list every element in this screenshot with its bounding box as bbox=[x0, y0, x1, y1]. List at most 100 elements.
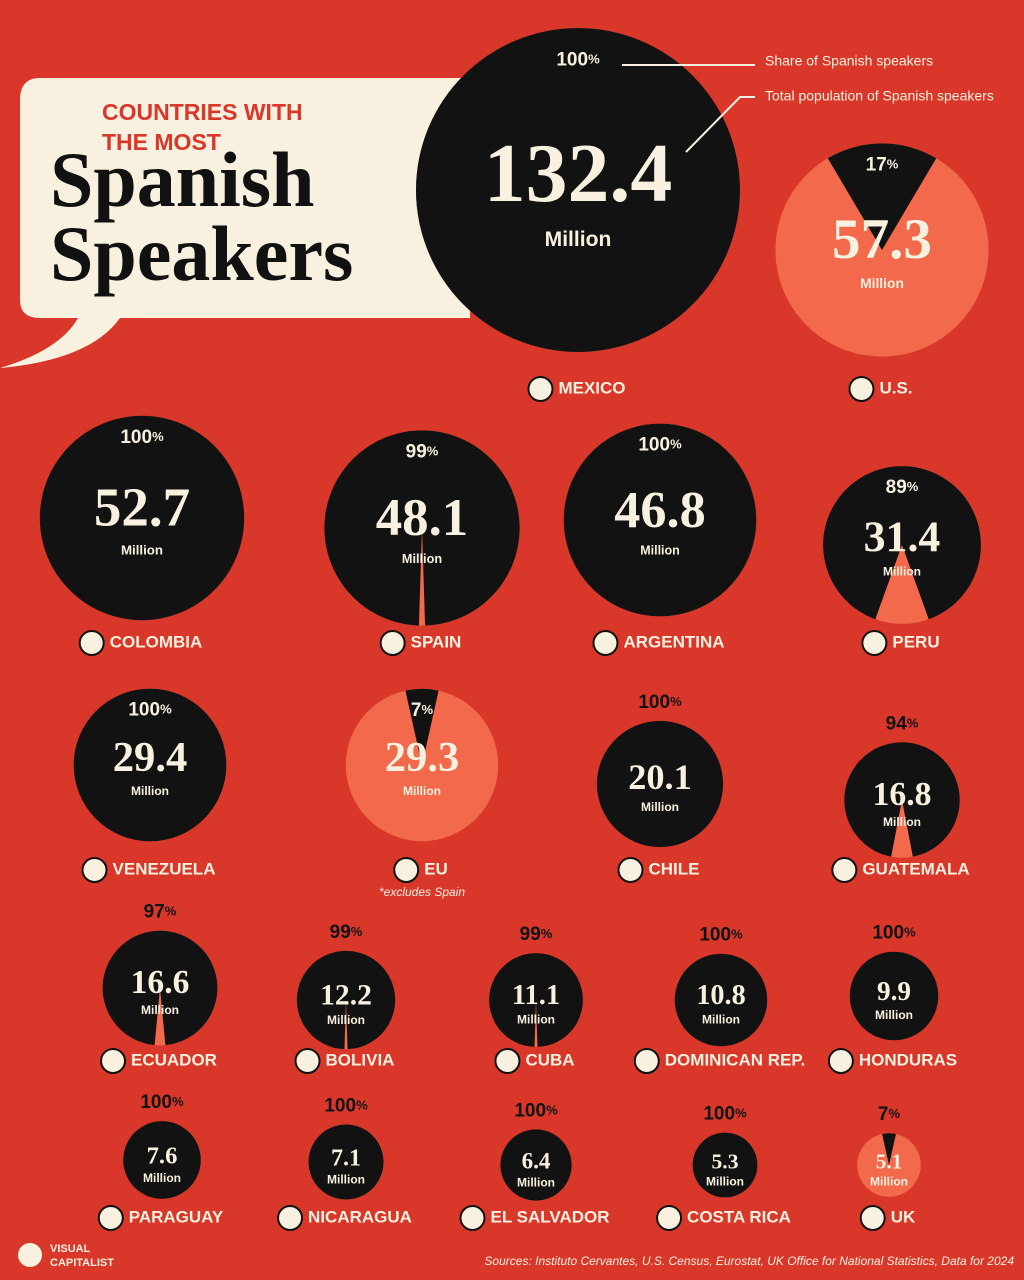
share-label: 100% bbox=[872, 923, 916, 944]
population-label: 52.7 bbox=[94, 477, 190, 538]
share-label: 100% bbox=[324, 1096, 368, 1117]
share-unit: % bbox=[670, 694, 682, 709]
share-unit: % bbox=[160, 702, 172, 717]
population-label: 10.8 bbox=[696, 980, 745, 1011]
share-label: 100% bbox=[556, 49, 600, 70]
flag-icon bbox=[277, 1205, 304, 1231]
share-unit: % bbox=[731, 927, 743, 942]
share-wedge bbox=[405, 688, 439, 765]
share-value: 100 bbox=[556, 49, 588, 70]
share-value: 7 bbox=[411, 700, 422, 721]
share-value: 99 bbox=[406, 441, 427, 462]
share-unit: % bbox=[588, 52, 600, 67]
unit-label: Million bbox=[883, 815, 921, 829]
unit-label: Million bbox=[517, 1175, 555, 1189]
share-label: 99% bbox=[330, 922, 363, 943]
share-value: 100 bbox=[324, 1096, 356, 1117]
share-label: 94% bbox=[886, 713, 919, 734]
share-label: 100% bbox=[699, 925, 743, 946]
unit-label: Million bbox=[327, 1013, 365, 1027]
country-label: PERU bbox=[892, 632, 939, 651]
flag-icon bbox=[656, 1205, 683, 1231]
unit-label: Million bbox=[545, 228, 612, 251]
population-label: 16.8 bbox=[873, 776, 932, 813]
share-label: 100% bbox=[638, 435, 682, 456]
population-label: 20.1 bbox=[628, 757, 692, 797]
flag-icon bbox=[617, 857, 644, 883]
share-wedge bbox=[102, 930, 218, 1046]
share-unit: % bbox=[735, 1106, 747, 1121]
unit-label: Million bbox=[143, 1171, 181, 1185]
unit-label: Million bbox=[403, 784, 441, 798]
share-unit: % bbox=[670, 437, 682, 452]
legend-population: Total population of Spanish speakers bbox=[765, 88, 994, 104]
unit-label: Million bbox=[141, 1003, 179, 1017]
share-wedge bbox=[324, 430, 520, 626]
country-label: COSTA RICA bbox=[687, 1207, 791, 1226]
unit-label: Million bbox=[870, 1174, 908, 1188]
flag-icon bbox=[78, 630, 105, 656]
unit-label: Million bbox=[860, 275, 904, 291]
country-label: ARGENTINA bbox=[623, 632, 724, 651]
share-wedge bbox=[823, 466, 981, 620]
share-label: 99% bbox=[406, 441, 439, 462]
country-label: CHILE bbox=[649, 859, 700, 878]
population-label: 9.9 bbox=[877, 976, 911, 1006]
population-label: 29.3 bbox=[385, 734, 460, 781]
flag-icon bbox=[294, 1048, 321, 1074]
bubbles: 100% 132.4 Million MEXICO 17% 57.3 Million U.S.… bbox=[39, 28, 989, 1231]
country-label: SPAIN bbox=[411, 632, 462, 651]
flag-icon bbox=[97, 1205, 124, 1231]
unit-label: Million bbox=[131, 784, 169, 798]
share-wedge bbox=[500, 1129, 572, 1201]
population-label: 7.1 bbox=[331, 1146, 361, 1172]
share-wedge bbox=[844, 742, 960, 857]
flag-icon bbox=[861, 630, 888, 656]
share-wedge bbox=[489, 953, 583, 1047]
share-unit: % bbox=[887, 157, 899, 172]
country-label: EL SALVADOR bbox=[490, 1207, 609, 1226]
share-label: 97% bbox=[144, 902, 177, 923]
share-wedge bbox=[563, 423, 757, 617]
share-wedge bbox=[123, 1121, 201, 1199]
country-label: CUBA bbox=[525, 1050, 574, 1069]
share-label: 99% bbox=[520, 924, 553, 945]
share-label: 100% bbox=[703, 1104, 747, 1125]
share-unit: % bbox=[351, 924, 363, 939]
share-wedge bbox=[882, 1133, 896, 1165]
country-label: GUATEMALA bbox=[862, 859, 969, 878]
country-label: DOMINICAN REP. bbox=[665, 1050, 805, 1069]
flag-icon bbox=[393, 857, 420, 883]
share-value: 100 bbox=[703, 1104, 735, 1125]
flag-icon bbox=[527, 376, 554, 402]
share-value: 100 bbox=[120, 427, 152, 448]
population-bubble bbox=[775, 143, 989, 357]
country-label: VENEZUELA bbox=[113, 859, 216, 878]
share-label: 7% bbox=[878, 1104, 901, 1125]
share-value: 100 bbox=[638, 435, 670, 456]
share-value: 100 bbox=[872, 923, 904, 944]
brand-text: VISUAL bbox=[50, 1243, 91, 1255]
flag-icon bbox=[827, 1048, 854, 1074]
flag-icon bbox=[848, 376, 875, 402]
footnote: *excludes Spain bbox=[379, 885, 465, 899]
population-label: 5.1 bbox=[876, 1149, 903, 1173]
population-label: 46.8 bbox=[614, 481, 705, 539]
share-value: 100 bbox=[699, 925, 731, 946]
country-label: U.S. bbox=[879, 378, 912, 397]
share-unit: % bbox=[904, 925, 916, 940]
country-label: ECUADOR bbox=[131, 1050, 217, 1069]
share-value: 17 bbox=[866, 154, 887, 175]
flag-icon bbox=[100, 1048, 127, 1074]
unit-label: Million bbox=[121, 543, 163, 558]
share-unit: % bbox=[907, 716, 919, 731]
unit-label: Million bbox=[706, 1175, 744, 1189]
population-label: 7.6 bbox=[147, 1143, 178, 1170]
population-label: 132.4 bbox=[484, 127, 672, 220]
share-label: 100% bbox=[638, 692, 682, 713]
share-value: 100 bbox=[128, 700, 160, 721]
population-label: 48.1 bbox=[376, 489, 469, 547]
country-label: EU bbox=[424, 859, 448, 878]
share-value: 97 bbox=[144, 902, 165, 923]
share-label: 17% bbox=[866, 154, 899, 175]
